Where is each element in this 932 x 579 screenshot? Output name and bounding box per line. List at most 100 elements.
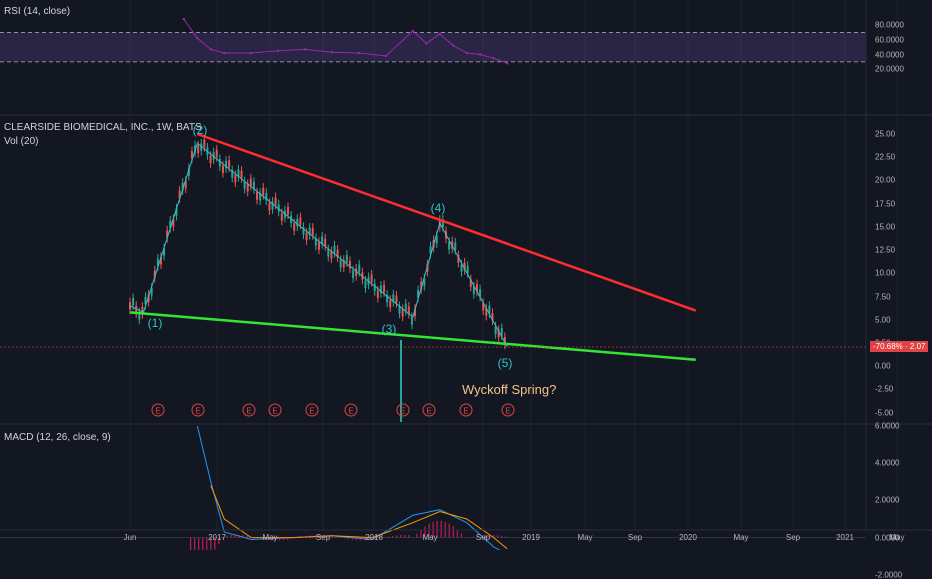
rsi-title: RSI (14, close) [4, 6, 71, 17]
candle-body [200, 143, 203, 151]
candle-body [321, 236, 324, 244]
time-tick-label: 2021 [836, 533, 854, 542]
candle-body [190, 151, 193, 159]
time-tick-label: 2019 [522, 533, 540, 542]
candle-body [262, 187, 265, 196]
rsi-point [425, 42, 428, 45]
candle-body [475, 284, 478, 292]
candle-body [237, 169, 240, 177]
candle-body [420, 281, 423, 290]
rsi-point [465, 51, 468, 55]
candle-body [460, 264, 463, 272]
rsi-tick-label: 80.0000 [875, 20, 904, 30]
rsi-point [196, 37, 199, 40]
candle-body [228, 160, 231, 168]
rsi-tick-label: 60.0000 [875, 35, 904, 45]
candle-body [252, 181, 255, 190]
candle-body [417, 290, 420, 298]
time-tick-label: May [262, 533, 278, 542]
candle-body [352, 270, 355, 278]
rsi-point [209, 48, 213, 51]
candle-body [231, 170, 234, 178]
candle-body [448, 242, 451, 250]
candle-body [209, 155, 212, 164]
candle-body [414, 308, 417, 317]
candle-body [169, 220, 172, 229]
wave-label: (5) [498, 356, 513, 370]
candle-body [472, 286, 475, 294]
earnings-marker-label: E [463, 407, 468, 416]
time-tick-label: 2017 [208, 533, 226, 542]
candle-body [302, 227, 305, 235]
candle-body [172, 219, 175, 227]
candle-body [159, 256, 162, 265]
earnings-marker [396, 403, 410, 417]
candle-body [479, 289, 482, 297]
rsi-pane [0, 17, 866, 65]
candle-body [314, 238, 317, 246]
candle-body [296, 218, 299, 227]
wave-label: (1) [148, 316, 163, 330]
candle-body [203, 139, 206, 148]
grid-lines [129, 0, 898, 530]
rsi-point [384, 54, 388, 58]
main-tick-label: 5.00 [875, 315, 891, 325]
candle-body [141, 306, 144, 315]
wave-label: (4) [431, 201, 446, 215]
candle-body [256, 192, 259, 200]
candle-body [249, 178, 252, 186]
candle-body [345, 254, 348, 263]
candle-body [392, 294, 395, 302]
rsi-tick-label: 40.0000 [875, 50, 904, 59]
wave-label: (2) [193, 123, 208, 137]
earnings-marker-label: E [309, 407, 314, 416]
lower-trendline [129, 311, 696, 361]
candle-body [293, 223, 296, 231]
candle-body [215, 149, 218, 158]
candle-body [457, 255, 460, 263]
price-change: -70.68% [873, 342, 903, 351]
earnings-marker [344, 403, 358, 417]
time-tick-label: 2020 [679, 533, 697, 542]
time-tick-label: May [889, 533, 905, 542]
candle-body [150, 287, 153, 296]
rsi-point [411, 29, 415, 33]
pane-dividers[interactable] [0, 0, 932, 531]
candle-body [221, 165, 224, 173]
candle-body [379, 285, 382, 294]
candle-body [398, 306, 401, 314]
candle-body [466, 265, 469, 274]
main-tick-label: 17.50 [875, 199, 896, 209]
candle-body [132, 298, 135, 306]
candle-body [166, 230, 169, 238]
candle-body [454, 242, 457, 250]
rsi-tick-label: 20.0000 [875, 64, 904, 74]
rsi-point [182, 17, 186, 21]
time-tick-label: Jun [123, 533, 137, 542]
candle-body [234, 174, 237, 183]
candle-body [240, 170, 243, 179]
rsi-point [452, 44, 455, 47]
rsi-point [276, 49, 280, 53]
main-tick-label: -2.50 [875, 384, 894, 394]
candle-body [156, 258, 159, 267]
candle-body [330, 251, 333, 259]
candle-body [463, 262, 466, 271]
candle-body [178, 190, 181, 199]
candle-body [395, 295, 398, 304]
candle-body [187, 168, 190, 176]
earnings-marker-label: E [426, 407, 431, 416]
candle-body [485, 308, 488, 316]
candle-body [175, 208, 178, 216]
time-tick-label: May [577, 533, 593, 542]
macd-tick-label: 6.0000 [875, 421, 900, 431]
time-tick-label: Sep [315, 533, 331, 542]
chart-canvas[interactable]: (1) (2) (3) (4) (5) Wyckoff Spring? E E E E E E E E E E [0, 0, 932, 550]
volume-label: Vol (20) [4, 136, 39, 147]
candle-body [144, 297, 147, 305]
annotation-note: Wyckoff Spring? [462, 382, 556, 397]
earnings-marker [501, 403, 515, 417]
candle-body [364, 280, 367, 289]
candle-body [308, 227, 311, 236]
time-tick-label: May [422, 533, 438, 542]
